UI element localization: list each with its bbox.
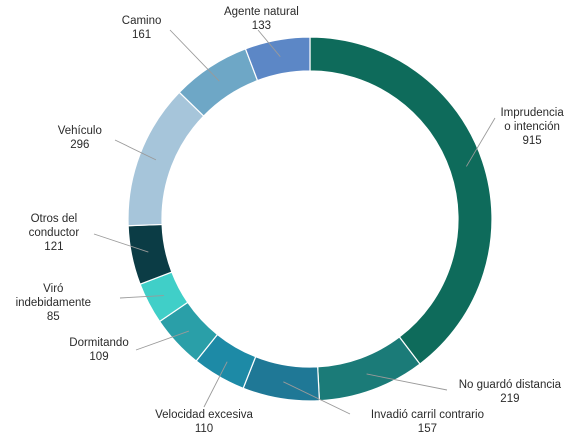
slice-label-6: Otros del conductor 121 xyxy=(29,213,80,253)
slice-9 xyxy=(244,36,311,82)
leader-lines xyxy=(93,29,496,415)
slice-1 xyxy=(317,336,421,402)
slice-7 xyxy=(127,91,205,227)
leader-line-3 xyxy=(203,361,228,408)
leader-line-1 xyxy=(366,373,448,391)
slice-label-4: Dormitando 109 xyxy=(69,337,128,363)
leader-line-0 xyxy=(466,117,496,167)
leader-line-4 xyxy=(135,330,190,351)
slice-0 xyxy=(309,36,493,365)
leader-line-9 xyxy=(257,29,281,57)
leader-line-2 xyxy=(283,381,351,415)
slice-labels: Imprudencia o intención 915 No guardó dista… xyxy=(16,6,565,435)
leader-line-5 xyxy=(119,295,164,299)
donut-slices xyxy=(127,36,493,402)
slice-label-3: Velocidad excesiva 110 xyxy=(155,409,253,435)
slice-label-7: Vehículo 296 xyxy=(58,125,102,151)
slice-label-5: Viró indebidamente 85 xyxy=(16,283,91,323)
leader-line-7 xyxy=(114,139,157,161)
slice-label-0: Imprudencia o intención 915 xyxy=(500,107,564,147)
leader-line-6 xyxy=(93,233,149,253)
slice-label-8: Camino 161 xyxy=(122,15,162,41)
slice-label-1: No guardó distancia 219 xyxy=(459,379,562,405)
slice-2 xyxy=(242,355,321,402)
leader-line-8 xyxy=(169,29,220,82)
slice-label-9: Agente natural 133 xyxy=(224,6,299,32)
slice-label-2: Invadió carril contrario 157 xyxy=(371,409,484,435)
